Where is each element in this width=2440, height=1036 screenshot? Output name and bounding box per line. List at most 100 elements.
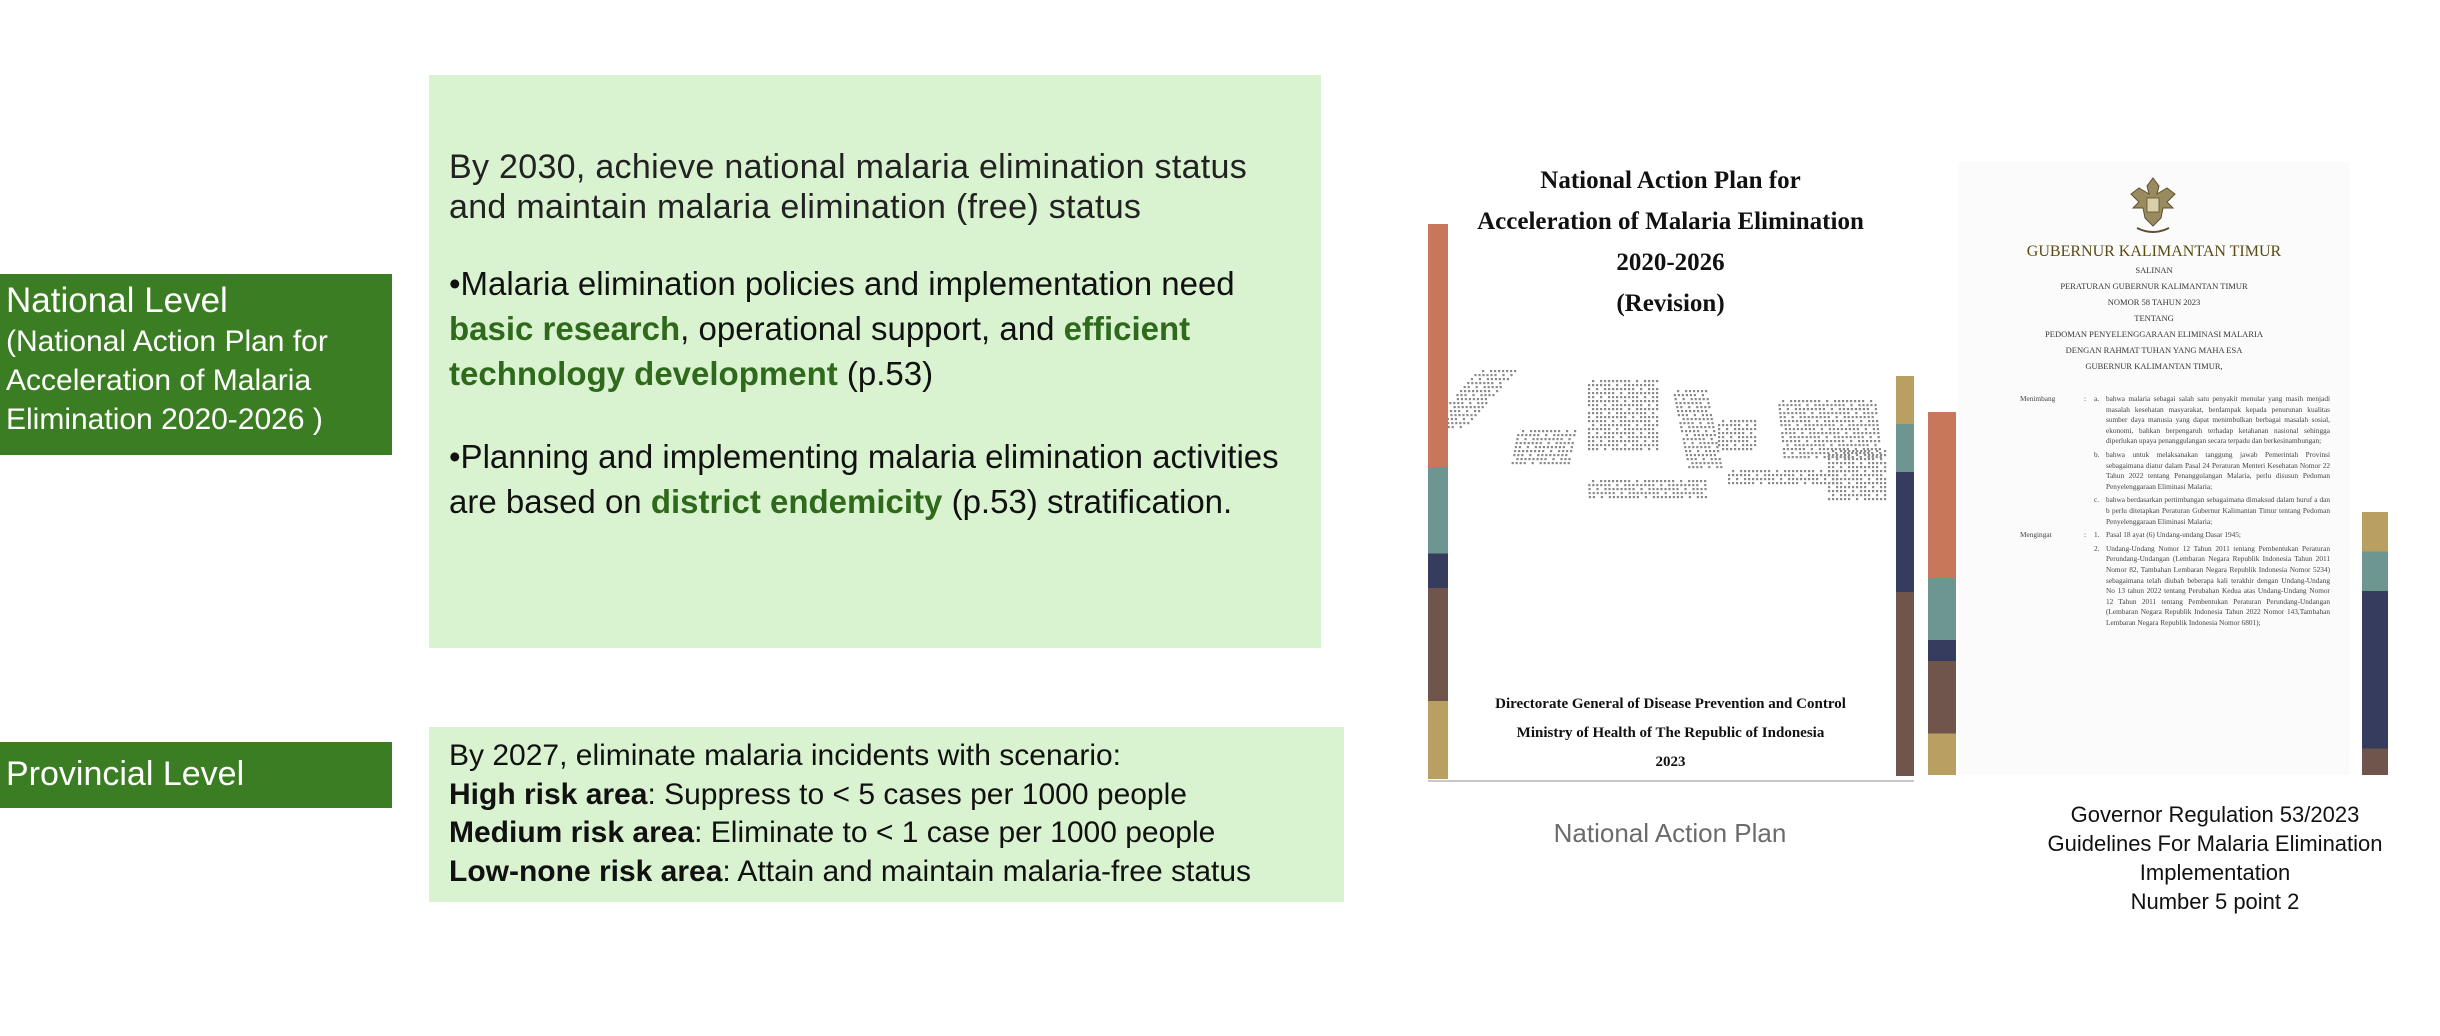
map-dot [1815,452,1818,455]
map-dot [1672,496,1675,499]
map-dot [1520,458,1523,461]
map-dot [1856,478,1859,481]
regulation-caption-line: Implementation [2139,860,2291,885]
map-dot [1746,436,1749,439]
map-dot [1632,388,1635,391]
map-dot [1688,426,1691,429]
map-dot [1697,450,1700,453]
map-dot [1519,462,1522,465]
map-dot [1543,462,1546,465]
map-dot [1562,450,1565,453]
map-dot [1872,462,1875,465]
risk-area-target: : Eliminate to < 1 case per 1000 people [694,816,1216,849]
map-dot [1844,478,1847,481]
map-dot [1704,496,1707,499]
map-dot [1616,428,1619,431]
map-dot [1464,394,1467,397]
map-dot [1620,380,1623,383]
map-dot [1648,392,1651,395]
map-dot [1742,448,1745,451]
map-dot [1864,470,1867,473]
map-dot [1604,380,1607,383]
map-dot [1810,444,1813,447]
map-dot [1845,432,1848,435]
map-dot [1720,466,1723,469]
map-dot [1864,474,1867,477]
map-dot [1652,412,1655,415]
map-dot [1596,416,1599,419]
map-dot [1677,414,1680,417]
map-dot [1624,484,1627,487]
map-dot [1878,448,1881,451]
map-dot [1644,412,1647,415]
map-dot [1707,462,1710,465]
map-dot [1784,428,1787,431]
map-dot [1652,380,1655,383]
map-dot [1604,488,1607,491]
map-dot [1834,448,1837,451]
map-dot [1702,438,1705,441]
map-dot [1808,470,1811,473]
map-dot [1848,420,1851,423]
map-dot [1788,424,1791,427]
map-dot [1478,410,1481,413]
map-dot [1596,428,1599,431]
map-dot [1468,390,1471,393]
map-dot [1600,408,1603,411]
map-dot [1728,482,1731,485]
map-dot [1809,436,1812,439]
map-dot [1722,420,1725,423]
map-dot [1844,486,1847,489]
map-dot [1704,484,1707,487]
map-dot [1793,436,1796,439]
map-dot [1620,408,1623,411]
map-dot [1862,448,1865,451]
map-dot [1750,448,1753,451]
map-dot [1818,408,1821,411]
map-dot [1612,416,1615,419]
map-dot [1866,444,1869,447]
map-dot [1700,488,1703,491]
map-dot [1856,458,1859,461]
map-dot [1722,436,1725,439]
map-dot [1861,432,1864,435]
map-dot [1860,466,1863,469]
map-dot [1660,496,1663,499]
national-bullet-research: •Malaria elimination policies and implem… [449,261,1301,396]
map-dot [1756,470,1759,473]
map-dot [1553,434,1556,437]
map-dot [1852,474,1855,477]
map-dot [1550,450,1553,453]
map-dot [1784,420,1787,423]
map-dot [1844,458,1847,461]
map-dot [1686,458,1689,461]
map-dot [1450,418,1453,421]
national-goal-text: By 2030, achieve national malaria elimin… [449,148,1248,226]
map-dot [1843,416,1846,419]
map-dot [1454,414,1457,417]
map-dot [1696,484,1699,487]
map-dot [1818,440,1821,443]
map-dot [1842,408,1845,411]
map-dot [1855,416,1858,419]
map-dot [1534,446,1537,449]
map-dot [1481,406,1484,409]
map-dot [1742,428,1745,431]
map-dot [1547,442,1550,445]
regulation-header-line: TENTANG [2134,313,2174,323]
map-dot [1588,444,1591,447]
map-dot [1688,406,1691,409]
provincial-goals-box: By 2027, eliminate malaria incidents wit… [429,727,1344,902]
map-dot [1596,436,1599,439]
map-dot [1768,482,1771,485]
map-dot [1740,482,1743,485]
map-dot [1826,448,1829,451]
map-dot [1656,480,1659,483]
clause-index: c. [2094,495,2100,505]
map-dot [1600,440,1603,443]
map-dot [1754,420,1757,423]
map-dot [1608,480,1611,483]
map-dot [1828,466,1831,469]
map-dot [1840,462,1843,465]
map-dot [1842,400,1845,403]
